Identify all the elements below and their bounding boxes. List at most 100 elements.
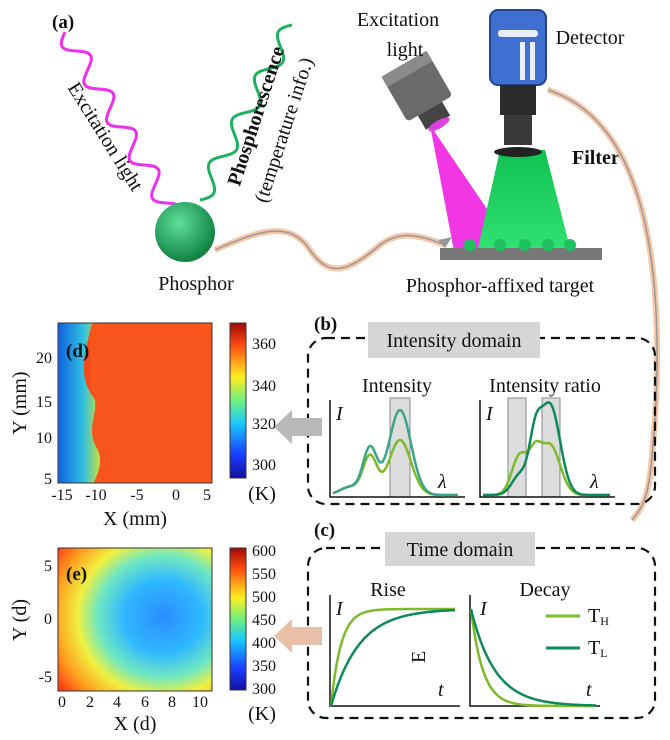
axis-symbol: E (408, 651, 430, 663)
panel-label: (d) (66, 341, 89, 362)
phosphor-dots (464, 239, 576, 251)
lens (500, 85, 536, 115)
colorbar-unit: (K) (248, 483, 276, 505)
excitation-wave (59, 31, 184, 223)
rise-curve (329, 607, 455, 707)
y-tick-label: 10 (36, 430, 52, 447)
heatmap (57, 547, 213, 692)
axis-symbol: λ (437, 471, 447, 493)
heatmap-cold-region (58, 323, 101, 483)
arrow (274, 619, 322, 653)
legend-label: TL (588, 637, 608, 660)
spectrum-curve (332, 408, 458, 497)
detector (489, 9, 547, 86)
flow-line (547, 89, 658, 521)
detector-label: Detector (556, 27, 625, 49)
axis-symbol: I (479, 598, 488, 620)
legend-base: T (588, 637, 600, 659)
axis-symbol: I (335, 598, 344, 620)
colorbar-tick-label: 340 (252, 378, 276, 395)
axes (329, 400, 615, 498)
x-tick-label: 8 (168, 694, 176, 711)
band (541, 397, 561, 498)
x-tick-label: -10 (85, 487, 106, 504)
colorbar (229, 322, 247, 479)
title-box (368, 322, 540, 358)
colorbar-tick-label: 360 (252, 336, 276, 353)
panel-label: (e) (66, 564, 87, 585)
plot-title: Intensity (362, 375, 432, 397)
colorbar-tick-label: 300 (252, 457, 276, 474)
lens (504, 115, 532, 145)
colorbar-tick-label: 500 (252, 589, 276, 606)
colorbar-tick-label: 320 (252, 416, 276, 433)
legend-label: TH (588, 605, 609, 628)
light-source-label: Excitation (357, 9, 439, 31)
x-tick-label: 2 (86, 694, 94, 711)
x-axis-label: X (mm) (103, 508, 167, 530)
plot-title: Intensity ratio (489, 375, 601, 397)
x-tick-label: 0 (58, 694, 66, 711)
y-tick-label: 15 (36, 394, 52, 411)
domain-title: Intensity domain (387, 330, 522, 352)
phosphor-label: Phosphor (158, 273, 234, 295)
detector-detail (530, 42, 535, 80)
x-tick-label: 4 (113, 694, 121, 711)
arrow-head (438, 237, 452, 248)
domain-title: Time domain (407, 539, 514, 561)
heatmap-texture (90, 323, 212, 483)
light-source-label: light (387, 39, 424, 61)
x-tick-label: 10 (192, 694, 208, 711)
band (507, 397, 527, 498)
axis-symbol: I (335, 403, 344, 425)
colorbar-tick-label: 550 (252, 566, 276, 583)
domain-box (306, 546, 657, 720)
y-tick-label: -5 (39, 669, 52, 686)
filter-label: Filter (572, 147, 620, 169)
plot-title: Decay (519, 579, 570, 601)
x-tick-label: 5 (203, 487, 211, 504)
y-tick-label: 5 (44, 558, 52, 575)
colorbar (229, 547, 247, 691)
x-axis-label: X (d) (114, 713, 157, 735)
x-tick-label: -5 (130, 487, 143, 504)
x-tick-label: 0 (172, 487, 180, 504)
colorbar-tick-label: 450 (252, 612, 276, 629)
colorbar-tick-label: 350 (252, 658, 276, 675)
rise-curve (329, 608, 455, 707)
filter (494, 147, 542, 157)
light-source (381, 50, 452, 132)
colorbar-tick-label: 600 (252, 543, 276, 560)
panel-label: (c) (314, 520, 335, 541)
colorbar-unit: (K) (248, 703, 276, 725)
axis-symbol: I (485, 403, 494, 425)
y-axis-label: Y (d) (9, 599, 31, 641)
arrow (274, 410, 322, 444)
detector-detail (520, 42, 525, 80)
panel-label: (a) (52, 12, 74, 33)
colorbar-tick-label: 300 (252, 681, 276, 698)
colorbar-tick-label: 400 (252, 635, 276, 652)
emission-beam (478, 150, 570, 248)
x-tick-label: 6 (141, 694, 149, 711)
decay-curve (469, 608, 597, 707)
spectrum-curve (483, 401, 610, 497)
plot-frame (57, 322, 213, 484)
y-tick-label: 5 (44, 471, 52, 488)
emission-wave (199, 23, 293, 202)
y-tick-label: 0 (44, 611, 52, 628)
decay-curve (469, 608, 596, 708)
x-tick-label: -15 (51, 487, 72, 504)
plot-title: Rise (370, 579, 406, 601)
target-label: Phosphor-affixed target (406, 275, 595, 297)
axis-symbol: t (586, 679, 592, 701)
axis-symbol: t (438, 679, 444, 701)
title-box (385, 532, 535, 566)
y-tick-label: 20 (36, 350, 52, 367)
y-axis-label: Y (mm) (9, 371, 31, 434)
detector-detail (498, 30, 538, 37)
axis-symbol: λ (589, 471, 599, 493)
phosphor-sphere (155, 202, 215, 262)
